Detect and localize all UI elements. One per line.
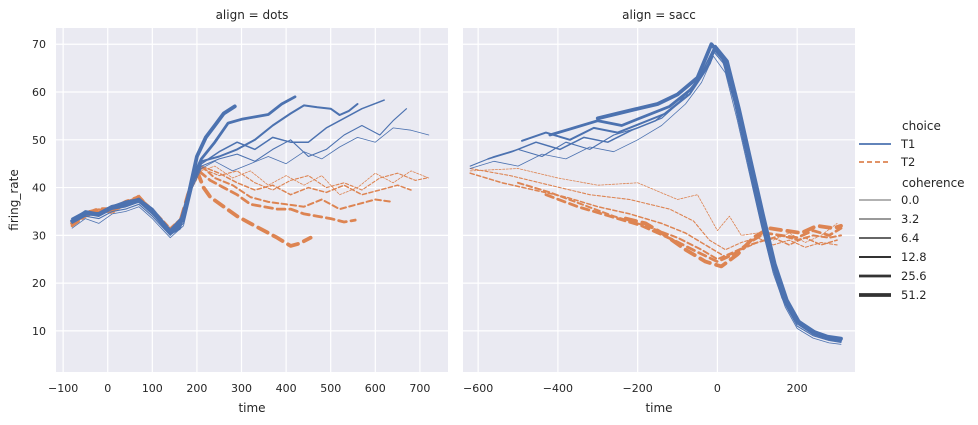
legend-item-coherence-6.4: 6.4 bbox=[858, 229, 919, 247]
legend-item-coherence-0.0: 0.0 bbox=[858, 191, 919, 209]
x-tick-label: 200 bbox=[186, 382, 207, 395]
x-tick-label: 200 bbox=[787, 382, 808, 395]
y-tick-label: 50 bbox=[32, 134, 46, 147]
x-tick-label: 400 bbox=[276, 382, 297, 395]
x-tick-label: 300 bbox=[231, 382, 252, 395]
legend-item-coherence-51.2: 51.2 bbox=[858, 286, 927, 304]
series-line-t1-coh6.4 bbox=[71, 99, 385, 234]
x-tick-label: −200 bbox=[623, 382, 653, 395]
legend-item-coherence-12.8-label: 12.8 bbox=[901, 250, 927, 264]
series-line-t2-coh25.6 bbox=[544, 193, 843, 263]
legend-item-coherence-6.4-label: 6.4 bbox=[901, 231, 920, 245]
series-line-t1-coh51.2 bbox=[595, 42, 843, 341]
facet-title-dots: align = dots bbox=[215, 8, 289, 22]
series-group-dots bbox=[70, 95, 430, 248]
legend-item-choice-t1: T1 bbox=[858, 135, 915, 153]
legend-item-coherence-3.2: 3.2 bbox=[858, 210, 919, 228]
y-tick-label: 20 bbox=[32, 277, 46, 290]
series-line-t1-coh0.0 bbox=[469, 55, 842, 345]
series-line-t1-coh3.2 bbox=[71, 108, 408, 236]
legend-item-coherence-51.2-label: 51.2 bbox=[901, 288, 927, 302]
x-tick-label: 500 bbox=[320, 382, 341, 395]
series-line-t2-coh3.2 bbox=[469, 167, 838, 251]
y-tick-label: 30 bbox=[32, 229, 46, 242]
legend-item-coherence-3.2-label: 3.2 bbox=[901, 212, 920, 226]
legend-item-coherence-0.0-label: 0.0 bbox=[901, 193, 920, 207]
series-group-sacc bbox=[469, 42, 843, 345]
legend-item-choice-t1-label: T1 bbox=[901, 137, 916, 151]
x-tick-label: 0 bbox=[104, 382, 111, 395]
series-line-t2-coh51.2 bbox=[623, 216, 843, 269]
x-tick-label: −400 bbox=[543, 382, 573, 395]
x-tick-label: 0 bbox=[714, 382, 721, 395]
series-line-t1-coh0.0 bbox=[71, 127, 430, 239]
facet-title-sacc: align = sacc bbox=[622, 8, 696, 22]
x-tick-label: 700 bbox=[409, 382, 430, 395]
legend-item-choice-t2-label: T2 bbox=[901, 155, 916, 169]
legend-title-coherence: coherence bbox=[902, 176, 965, 190]
legend-item-coherence-12.8: 12.8 bbox=[858, 248, 927, 266]
y-tick-label: 40 bbox=[32, 182, 46, 195]
x-tick-label: 600 bbox=[365, 382, 386, 395]
series-line-t1-coh51.2 bbox=[70, 104, 237, 235]
series-line-t2-coh12.8 bbox=[517, 181, 842, 261]
legend-item-choice-t2: T2 bbox=[858, 153, 915, 171]
x-tick-label: 100 bbox=[142, 382, 163, 395]
y-tick-label: 70 bbox=[32, 38, 46, 51]
x-axis-label-right: time bbox=[645, 401, 673, 415]
y-tick-label: 10 bbox=[32, 325, 46, 338]
x-axis-label-left: time bbox=[238, 401, 266, 415]
x-tick-label: −600 bbox=[463, 382, 493, 395]
legend-item-coherence-25.6: 25.6 bbox=[858, 267, 927, 285]
legend-title-choice: choice bbox=[902, 119, 941, 133]
y-tick-label: 60 bbox=[32, 86, 46, 99]
legend-item-coherence-25.6-label: 25.6 bbox=[901, 269, 927, 283]
facet-panel-dots bbox=[56, 28, 448, 372]
y-axis-label: firing_rate bbox=[7, 169, 21, 231]
x-tick-label: −100 bbox=[48, 382, 78, 395]
